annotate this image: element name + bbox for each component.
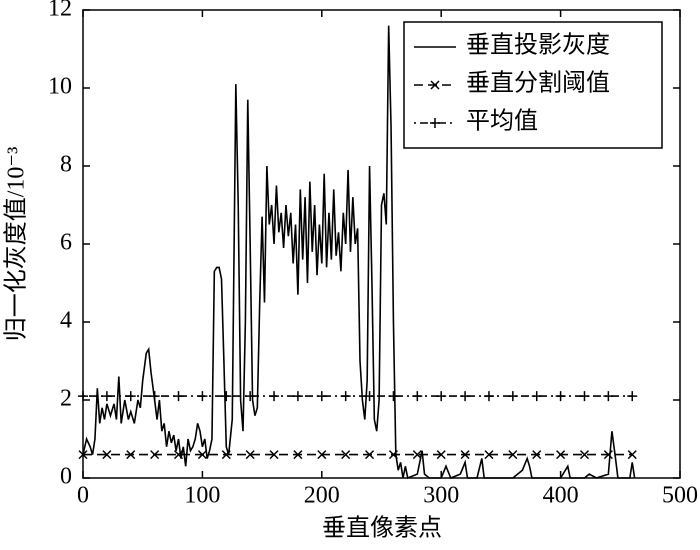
marker xyxy=(341,450,351,460)
marker xyxy=(532,450,542,460)
marker xyxy=(292,391,303,402)
marker xyxy=(627,450,637,460)
x-tick-label: 0 xyxy=(77,483,89,509)
marker xyxy=(412,450,422,460)
marker xyxy=(555,391,566,402)
marker xyxy=(173,450,184,460)
marker xyxy=(430,118,440,128)
x-tick-label: 500 xyxy=(662,483,698,509)
legend-label: 平均值 xyxy=(466,108,538,135)
marker xyxy=(436,391,447,402)
plot-frame xyxy=(82,9,681,479)
marker xyxy=(245,391,256,402)
marker xyxy=(388,391,399,402)
marker xyxy=(245,450,255,460)
marker xyxy=(412,391,423,402)
marker xyxy=(484,450,494,460)
marker xyxy=(436,450,446,460)
x-tick-label: 300 xyxy=(423,483,459,509)
y-axis-label: 归一化灰度值/10⁻³ xyxy=(3,147,30,342)
marker xyxy=(316,391,327,402)
marker xyxy=(102,450,112,460)
marker xyxy=(603,450,613,460)
marker xyxy=(126,450,136,460)
y-tick-label: 10 xyxy=(48,74,72,100)
marker xyxy=(531,391,542,402)
marker xyxy=(149,391,160,402)
marker xyxy=(340,391,351,402)
marker xyxy=(556,450,566,460)
marker xyxy=(101,391,112,402)
legend-label: 垂直分割阈值 xyxy=(466,70,610,97)
marker xyxy=(269,450,279,460)
marker xyxy=(293,450,303,460)
y-tick-label: 2 xyxy=(60,386,72,412)
marker xyxy=(603,391,614,402)
x-tick-label: 400 xyxy=(543,483,579,509)
marker xyxy=(317,450,327,460)
marker xyxy=(197,391,208,402)
y-tick-label: 8 xyxy=(60,152,72,178)
y-tick-label: 6 xyxy=(60,230,72,256)
marker xyxy=(388,450,398,460)
marker xyxy=(430,80,440,90)
marker xyxy=(221,391,232,402)
marker xyxy=(150,450,160,460)
x-tick-label: 100 xyxy=(184,483,220,509)
x-tick-label: 200 xyxy=(304,483,340,509)
marker xyxy=(460,450,470,460)
marker xyxy=(579,450,590,460)
x-axis-label: 垂直像素点 xyxy=(322,515,442,542)
marker xyxy=(364,391,375,402)
y-tick-label: 0 xyxy=(60,464,72,490)
marker xyxy=(579,391,590,402)
y-tick-label: 4 xyxy=(60,308,72,334)
marker xyxy=(627,391,638,402)
marker xyxy=(269,391,280,402)
y-tick-label: 12 xyxy=(48,0,72,22)
marker xyxy=(125,391,136,402)
marker xyxy=(508,450,518,460)
marker xyxy=(221,450,231,460)
marker xyxy=(197,450,207,460)
legend-label: 垂直投影灰度 xyxy=(466,32,610,59)
marker xyxy=(507,391,518,402)
marker xyxy=(460,391,471,402)
marker xyxy=(483,391,494,402)
marker xyxy=(173,391,184,402)
marker xyxy=(365,450,375,460)
